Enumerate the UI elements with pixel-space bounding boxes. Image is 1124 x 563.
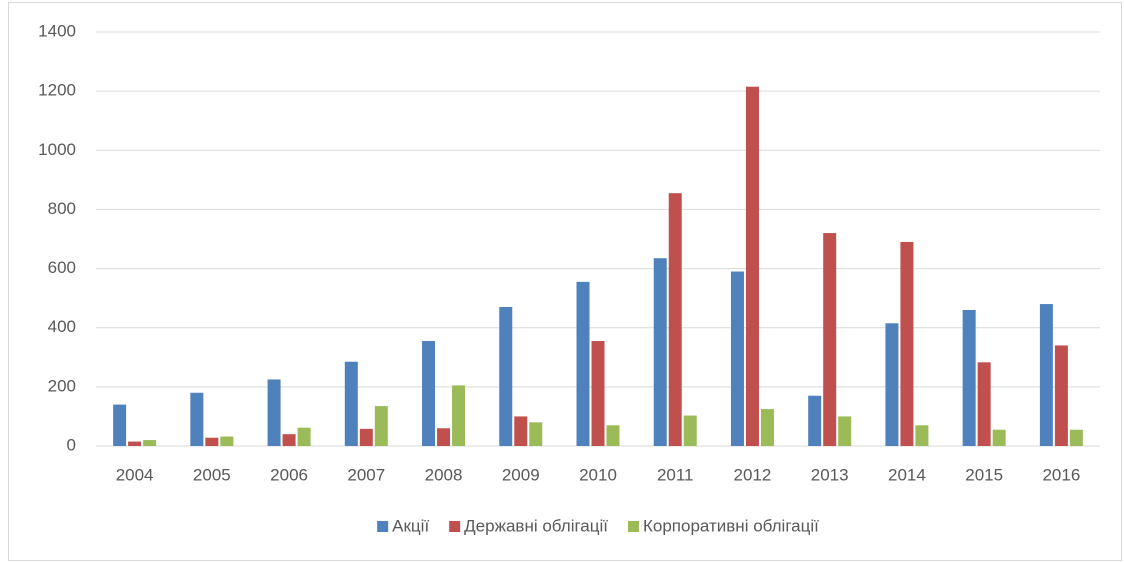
bar — [190, 392, 204, 446]
x-tick-label: 2009 — [502, 465, 540, 484]
bar — [205, 437, 219, 446]
bar — [297, 427, 311, 446]
y-tick-label: 1400 — [38, 21, 76, 40]
bar — [282, 434, 296, 446]
bar — [653, 258, 667, 446]
bar — [838, 416, 852, 446]
x-tick-label: 2008 — [425, 465, 463, 484]
y-tick-label: 1000 — [38, 140, 76, 159]
legend-swatch — [377, 521, 389, 532]
bar — [730, 271, 744, 446]
legend-swatch — [449, 521, 461, 532]
bar — [128, 441, 142, 446]
bar — [900, 241, 914, 446]
x-tick-label: 2007 — [347, 465, 385, 484]
x-tick-label: 2014 — [888, 465, 926, 484]
bar — [529, 422, 543, 446]
bar — [885, 323, 899, 446]
x-tick-label: 2010 — [579, 465, 617, 484]
x-tick-label: 2015 — [965, 465, 1003, 484]
bar — [422, 341, 436, 446]
bar — [992, 429, 1006, 446]
bar — [220, 436, 234, 446]
bar — [1054, 345, 1068, 446]
legend-label: Державні облігації — [464, 516, 608, 535]
x-tick-label: 2005 — [193, 465, 231, 484]
bar — [591, 341, 605, 446]
x-tick-label: 2013 — [811, 465, 849, 484]
bar — [668, 193, 682, 446]
bar — [267, 379, 281, 446]
bar — [683, 415, 697, 446]
bar — [499, 307, 513, 446]
bar — [760, 409, 774, 446]
x-tick-label: 2004 — [116, 465, 154, 484]
bar — [344, 361, 358, 446]
bar — [143, 440, 157, 446]
y-tick-label: 400 — [48, 317, 76, 336]
x-tick-label: 2012 — [734, 465, 772, 484]
bar — [576, 281, 590, 446]
chart-frame — [8, 2, 1122, 561]
legend-label: Корпоративні облігації — [643, 516, 819, 535]
x-tick-label: 2006 — [270, 465, 308, 484]
bar — [915, 425, 929, 446]
bar — [1069, 429, 1083, 446]
bar — [1039, 304, 1053, 446]
y-tick-label: 1200 — [38, 81, 76, 100]
x-tick-label: 2016 — [1042, 465, 1080, 484]
bar — [359, 428, 373, 446]
bar — [514, 416, 528, 446]
legend-label: Акції — [392, 516, 429, 535]
bar — [962, 309, 976, 446]
bar — [745, 86, 759, 446]
y-tick-label: 800 — [48, 199, 76, 218]
bar — [823, 233, 837, 446]
legend-swatch — [627, 521, 639, 532]
y-tick-label: 200 — [48, 376, 76, 395]
x-tick-label: 2011 — [657, 465, 694, 484]
y-tick-label: 0 — [67, 435, 76, 454]
bar — [606, 425, 620, 446]
y-tick-label: 600 — [48, 258, 76, 277]
bar — [452, 385, 466, 446]
bar — [113, 404, 127, 446]
bar — [977, 362, 991, 446]
bar — [437, 428, 451, 446]
bar — [374, 406, 388, 446]
bar — [808, 395, 822, 446]
